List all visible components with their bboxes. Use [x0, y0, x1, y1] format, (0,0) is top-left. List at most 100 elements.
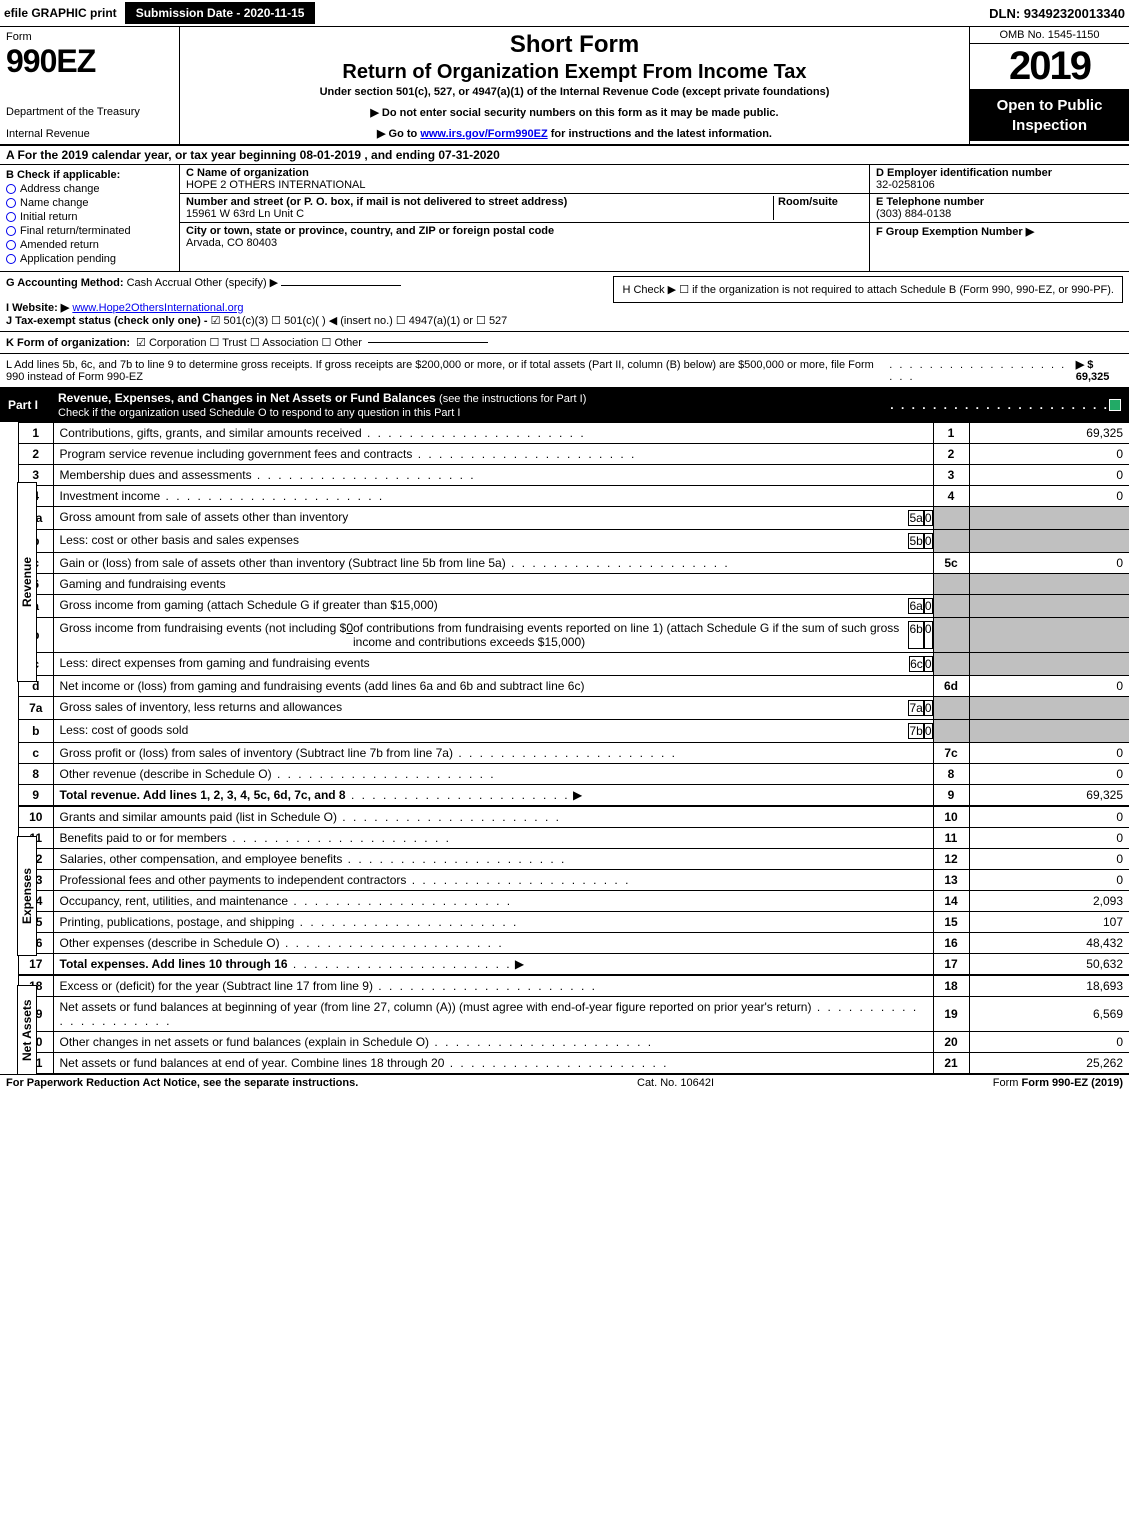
line-13-amount: 0 [969, 870, 1129, 891]
side-tab-expenses: Expenses [17, 836, 37, 956]
other-specify-input[interactable] [281, 285, 401, 286]
line-k-other-input[interactable] [368, 342, 488, 343]
check-final-return[interactable]: Final return/terminated [6, 225, 173, 237]
line-18-desc: Excess or (deficit) for the year (Subtra… [60, 979, 373, 993]
line-16-desc: Other expenses (describe in Schedule O) [60, 936, 280, 950]
entity-right: D Employer identification number 32-0258… [869, 165, 1129, 271]
check-initial-return[interactable]: Initial return [6, 211, 173, 223]
check-address-change[interactable]: Address change [6, 183, 173, 195]
line-6b-sub: 0 [924, 621, 933, 649]
dln-label: DLN: 93492320013340 [989, 6, 1125, 21]
street-label: Number and street (or P. O. box, if mail… [186, 196, 773, 208]
line-7a-desc: Gross sales of inventory, less returns a… [60, 700, 909, 716]
line-3-desc: Membership dues and assessments [60, 468, 252, 482]
goto-suffix: for instructions and the latest informat… [551, 128, 772, 140]
line-13-desc: Professional fees and other payments to … [60, 873, 407, 887]
line-15-desc: Printing, publications, postage, and shi… [60, 915, 295, 929]
line-l-text: L Add lines 5b, 6c, and 7b to line 9 to … [6, 359, 883, 383]
form-footer-label: Form Form 990-EZ (2019) [993, 1077, 1123, 1089]
line-11-desc: Benefits paid to or for members [60, 831, 227, 845]
schedule-o-check[interactable] [1109, 399, 1121, 411]
omb-number: OMB No. 1545-1150 [970, 27, 1129, 44]
goto-note: ▶ Go to www.irs.gov/Form990EZ for instru… [190, 127, 959, 140]
line-21-desc: Net assets or fund balances at end of ye… [60, 1056, 445, 1070]
line-6a-sub: 0 [924, 598, 933, 614]
revenue-table: 1Contributions, gifts, grants, and simil… [19, 422, 1129, 806]
paperwork-notice: For Paperwork Reduction Act Notice, see … [6, 1077, 358, 1089]
line-6b-mid: 0 [346, 621, 353, 649]
irs-label: Internal Revenue [6, 128, 173, 140]
line-l-amount: ▶ $ 69,325 [1076, 358, 1123, 383]
side-tab-netassets: Net Assets [17, 985, 37, 1075]
header-right: OMB No. 1545-1150 2019 Open to Public In… [969, 27, 1129, 144]
efile-label: efile GRAPHIC print [4, 6, 117, 20]
ein-value: 32-0258106 [876, 179, 1123, 191]
line-7b-desc: Less: cost of goods sold [60, 723, 909, 739]
part-1-title: Revenue, Expenses, and Changes in Net As… [58, 391, 436, 405]
line-7c-amount: 0 [969, 743, 1129, 764]
line-h-box: H Check ▶ ☐ if the organization is not r… [613, 276, 1123, 303]
line-6a-desc: Gross income from gaming (attach Schedul… [60, 598, 909, 614]
line-2-amount: 0 [969, 444, 1129, 465]
box-c-label: C Name of organization [186, 167, 863, 179]
line-5c-amount: 0 [969, 553, 1129, 574]
form-label: Form [6, 31, 173, 43]
part-1-subtitle: (see the instructions for Part I) [439, 393, 586, 405]
line-6-desc: Gaming and fundraising events [53, 574, 933, 595]
short-form-title: Short Form [190, 31, 959, 59]
line-6d-amount: 0 [969, 676, 1129, 697]
top-toolbar: efile GRAPHIC print Submission Date - 20… [0, 0, 1129, 27]
line-1-desc: Contributions, gifts, grants, and simila… [60, 426, 362, 440]
line-5a-desc: Gross amount from sale of assets other t… [60, 510, 909, 526]
check-amended-return[interactable]: Amended return [6, 239, 173, 251]
irs-link[interactable]: www.irs.gov/Form990EZ [420, 128, 547, 140]
website-link[interactable]: www.Hope2OthersInternational.org [72, 302, 243, 314]
city-value: Arvada, CO 80403 [186, 237, 863, 249]
line-5c-desc: Gain or (loss) from sale of assets other… [60, 556, 506, 570]
line-21-amount: 25,262 [969, 1053, 1129, 1074]
street-value: 15961 W 63rd Ln Unit C [186, 208, 773, 220]
header-center: Short Form Return of Organization Exempt… [180, 27, 969, 144]
line-18-amount: 18,693 [969, 976, 1129, 997]
room-label: Room/suite [778, 196, 863, 208]
page-footer: For Paperwork Reduction Act Notice, see … [0, 1074, 1129, 1091]
header-left: Form 990EZ Department of the Treasury In… [0, 27, 180, 144]
section-text: Under section 501(c), 527, or 4947(a)(1)… [190, 86, 959, 98]
line-12-desc: Salaries, other compensation, and employ… [60, 852, 343, 866]
check-name-change[interactable]: Name change [6, 197, 173, 209]
line-6b-post: of contributions from fundraising events… [353, 621, 908, 649]
line-6b-pre: Gross income from fundraising events (no… [60, 621, 347, 649]
line-i-label: I Website: ▶ [6, 302, 69, 314]
line-4-desc: Investment income [60, 489, 161, 503]
part-1-checknote: Check if the organization used Schedule … [58, 407, 460, 419]
line-14-desc: Occupancy, rent, utilities, and maintena… [60, 894, 289, 908]
line-19-desc: Net assets or fund balances at beginning… [60, 1000, 812, 1014]
part-1-label: Part I [8, 398, 58, 412]
expenses-table: 10Grants and similar amounts paid (list … [19, 806, 1129, 975]
box-e-label: E Telephone number [876, 196, 1123, 208]
return-title: Return of Organization Exempt From Incom… [190, 61, 959, 84]
form-header: Form 990EZ Department of the Treasury In… [0, 27, 1129, 146]
line-j-label: J Tax-exempt status (check only one) - [6, 315, 211, 327]
tax-year: 2019 [970, 44, 1129, 90]
open-to-public: Open to Public Inspection [970, 90, 1129, 141]
line-15-amount: 107 [969, 912, 1129, 933]
line-9-desc: Total revenue. Add lines 1, 2, 3, 4, 5c,… [60, 788, 346, 802]
line-20-amount: 0 [969, 1032, 1129, 1053]
box-d-label: D Employer identification number [876, 167, 1123, 179]
line-6c-sub: 0 [924, 656, 933, 672]
check-application-pending[interactable]: Application pending [6, 253, 173, 265]
line-14-amount: 2,093 [969, 891, 1129, 912]
line-7b-sub: 0 [924, 723, 933, 739]
phone-value: (303) 884-0138 [876, 208, 1123, 220]
line-7c-desc: Gross profit or (loss) from sales of inv… [60, 746, 453, 760]
line-a: A For the 2019 calendar year, or tax yea… [0, 146, 1129, 165]
line-19-amount: 6,569 [969, 997, 1129, 1032]
line-5b-desc: Less: cost or other basis and sales expe… [60, 533, 909, 549]
cat-number: Cat. No. 10642I [637, 1077, 714, 1089]
dept-label: Department of the Treasury [6, 106, 173, 118]
line-k: K Form of organization: ☑ Corporation ☐ … [0, 332, 1129, 354]
line-17-amount: 50,632 [969, 954, 1129, 975]
box-b: B Check if applicable: Address change Na… [0, 165, 180, 271]
submission-date-button[interactable]: Submission Date - 2020-11-15 [125, 2, 316, 24]
